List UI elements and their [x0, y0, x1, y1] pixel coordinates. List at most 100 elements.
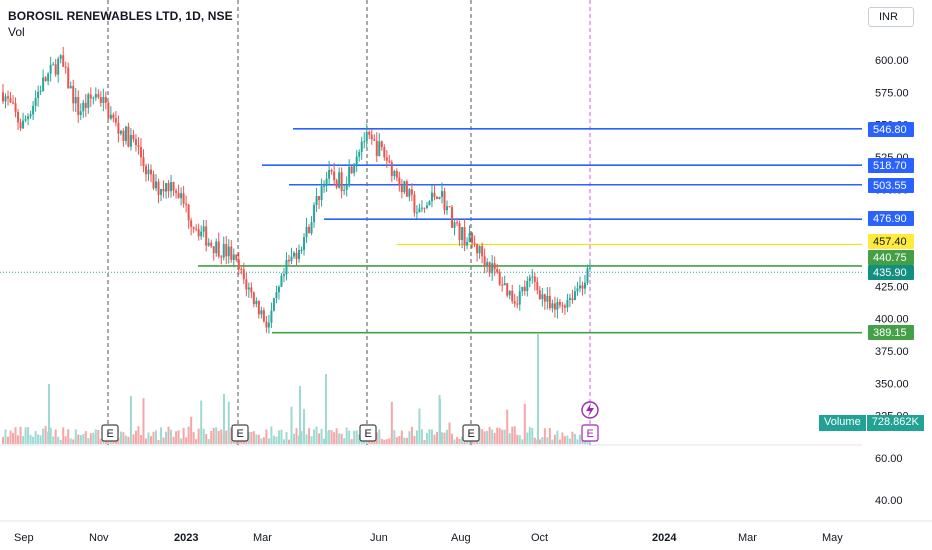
- candle-body: [267, 322, 270, 328]
- volume-bar: [425, 433, 428, 444]
- volume-bar: [280, 429, 283, 444]
- volume-bar: [395, 437, 398, 444]
- candle-body: [44, 77, 47, 82]
- earnings-marker[interactable]: [359, 424, 377, 442]
- level-price-tag[interactable]: [868, 325, 914, 340]
- volume-bar: [528, 426, 531, 444]
- volume-bar: [190, 416, 193, 444]
- volume-bar: [127, 436, 130, 444]
- volume-bar: [338, 433, 341, 444]
- level-price-tag[interactable]: [868, 234, 914, 249]
- volume-bar: [230, 427, 233, 444]
- earnings-marker[interactable]: [101, 424, 119, 442]
- volume-bar: [52, 436, 55, 444]
- level-price-tag-text: 440.75: [873, 252, 907, 264]
- price-tick-label: 375.00: [875, 346, 909, 358]
- volume-bar: [49, 427, 52, 444]
- candle-body: [69, 85, 72, 89]
- volume-badge: Volume 728.862K: [819, 415, 924, 431]
- volume-bar: [275, 436, 278, 444]
- candle-body: [503, 283, 506, 286]
- volume-bar: [54, 429, 57, 444]
- volume-bar: [79, 435, 82, 444]
- candle-body: [132, 134, 135, 140]
- volume-bar: [325, 374, 327, 444]
- candle-body: [247, 287, 250, 290]
- volume-bar: [378, 429, 381, 444]
- candle-body: [453, 222, 456, 228]
- candle-body: [9, 98, 12, 103]
- volume-bar: [340, 433, 343, 444]
- candle-body: [456, 222, 459, 224]
- price-tick-label: 400.00: [875, 314, 909, 326]
- candle-body: [340, 172, 343, 191]
- candle-body: [446, 206, 449, 211]
- volume-bar: [543, 428, 546, 444]
- volume-bar: [355, 430, 358, 444]
- candle-body: [19, 122, 22, 129]
- volume-bar: [358, 434, 361, 444]
- candle-body: [538, 290, 541, 300]
- candle-body: [501, 284, 504, 286]
- candle-body: [383, 147, 386, 158]
- volume-bar: [223, 394, 225, 444]
- candle-body: [2, 92, 4, 102]
- currency-button[interactable]: INR: [868, 7, 914, 27]
- earnings-marker[interactable]: [581, 424, 599, 442]
- candle-body: [526, 280, 529, 292]
- volume-bar: [9, 430, 12, 444]
- candle-body: [202, 226, 205, 232]
- earnings-marker[interactable]: [462, 424, 480, 442]
- volume-bar: [4, 429, 7, 444]
- volume-bar: [548, 428, 551, 444]
- volume-bar: [155, 430, 158, 444]
- candle-body: [511, 290, 514, 302]
- volume-bar: [513, 426, 516, 444]
- candle-body: [282, 274, 285, 276]
- candle-body: [165, 183, 168, 192]
- volume-bar: [167, 426, 170, 444]
- volume-bar: [415, 430, 418, 444]
- volume-bar: [488, 426, 491, 444]
- candle-body: [451, 206, 454, 228]
- volume-bar: [566, 435, 569, 444]
- volume-bar: [440, 432, 443, 444]
- candle-body: [287, 259, 290, 262]
- level-price-tag[interactable]: [868, 178, 914, 193]
- volume-bar: [24, 427, 27, 444]
- candle-body: [295, 252, 298, 259]
- earnings-marker[interactable]: [231, 424, 249, 442]
- level-price-tag[interactable]: [868, 250, 914, 265]
- volume-bar: [250, 432, 253, 444]
- volume-bar: [252, 431, 255, 444]
- volume-bar: [44, 426, 47, 444]
- volume-indicator-label[interactable]: Vol: [8, 25, 25, 39]
- candle-body: [175, 190, 178, 193]
- symbol-title[interactable]: BOROSIL RENEWABLES LTD, 1D, NSE: [8, 9, 233, 23]
- level-price-tag[interactable]: [868, 122, 914, 137]
- level-price-tag[interactable]: [868, 211, 914, 226]
- candle-body: [84, 102, 87, 108]
- candle-body: [330, 170, 333, 172]
- candle-body: [7, 96, 10, 99]
- candle-body: [67, 67, 70, 89]
- candle-body: [197, 229, 200, 237]
- volume-bar: [420, 429, 423, 444]
- candle-body: [182, 193, 185, 204]
- candle-body: [413, 194, 416, 213]
- level-price-tag[interactable]: [868, 265, 914, 280]
- candle-body: [370, 134, 373, 140]
- level-price-tag[interactable]: [868, 158, 914, 173]
- volume-bar: [328, 429, 331, 444]
- volume-bar: [287, 439, 290, 444]
- volume-bar: [37, 434, 40, 444]
- earnings-marker-text: E: [468, 428, 475, 440]
- candle-body: [222, 243, 225, 258]
- candle-body: [543, 294, 546, 302]
- volume-bar: [142, 398, 145, 444]
- candle-body: [548, 296, 551, 309]
- volume-bar: [210, 431, 213, 444]
- volume-bar: [82, 434, 85, 444]
- volume-bar: [511, 426, 514, 444]
